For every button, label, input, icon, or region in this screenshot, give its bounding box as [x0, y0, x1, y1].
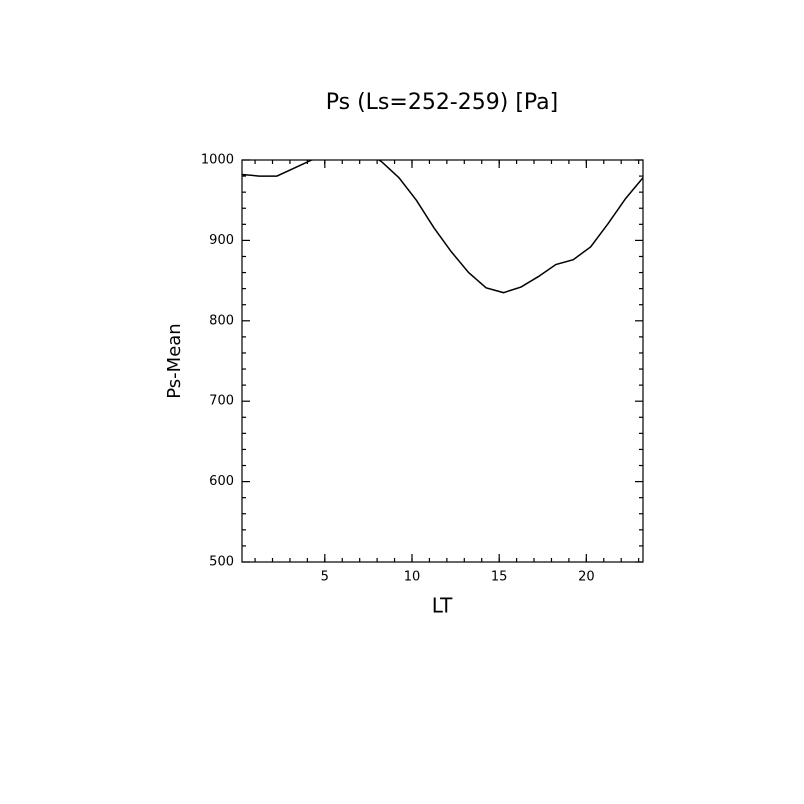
- x-tick-label: 15: [491, 570, 508, 585]
- x-axis-label: LT: [432, 594, 453, 618]
- plot-area: [242, 160, 643, 294]
- y-tick-label: 500: [209, 555, 234, 570]
- chart-title: Ps (Ls=252-259) [Pa]: [326, 90, 559, 115]
- data-line: [242, 160, 643, 294]
- y-tick-label: 1000: [201, 153, 234, 168]
- y-tick-label: 700: [209, 394, 234, 409]
- plot-frame: [241, 159, 644, 563]
- y-tick-label: 800: [209, 313, 234, 328]
- x-tick-label: 10: [404, 570, 421, 585]
- y-tick-label: 900: [209, 233, 234, 248]
- y-axis-label: Ps-Mean: [164, 323, 185, 398]
- y-tick-label: 600: [209, 474, 234, 489]
- x-tick-label: 20: [578, 570, 595, 585]
- x-tick-label: 5: [321, 570, 329, 585]
